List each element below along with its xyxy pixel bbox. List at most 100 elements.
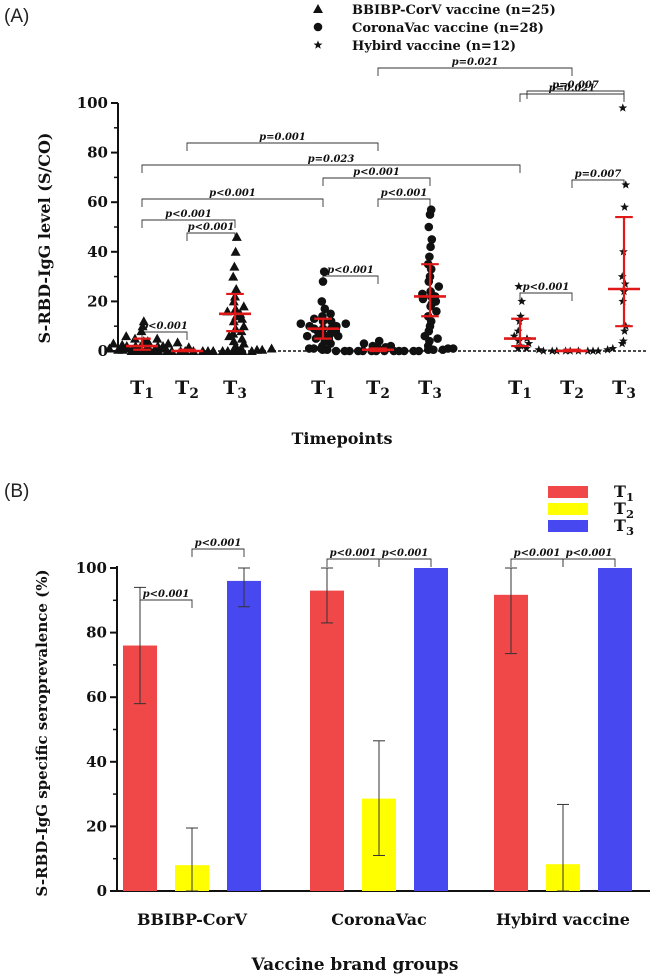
panel-a-x-tick-label: T2 bbox=[175, 377, 199, 402]
star-marker bbox=[621, 180, 631, 189]
triangle-marker bbox=[228, 271, 239, 281]
circle-marker bbox=[426, 205, 436, 214]
panel-b-category-label: Hybird vaccine bbox=[496, 910, 630, 929]
panel-a-x-tick-label: T3 bbox=[612, 377, 636, 402]
circle-marker bbox=[426, 242, 435, 252]
panel-a-bracket-label: p<0.001 bbox=[141, 321, 188, 332]
panel-b-legend-swatch bbox=[548, 486, 588, 498]
panel-b-bracket bbox=[562, 558, 616, 567]
star-marker bbox=[618, 103, 628, 112]
circle-marker bbox=[302, 331, 312, 341]
panel-b-bars bbox=[123, 567, 632, 892]
star-marker bbox=[313, 40, 323, 49]
panel-a-x-tick-label: T3 bbox=[223, 377, 247, 402]
panel-b-bracket bbox=[191, 548, 245, 557]
panel-a-bracket bbox=[186, 232, 236, 241]
panel-a-bracket-label: p<0.001 bbox=[353, 167, 400, 178]
panel-b-y-tick-label: 60 bbox=[86, 688, 107, 706]
circle-marker bbox=[386, 341, 396, 351]
panel-b-category-label: CoronaVac bbox=[331, 910, 427, 929]
panel-a-y-tick-label: 80 bbox=[87, 144, 108, 162]
triangle-marker bbox=[137, 321, 148, 331]
triangle-marker bbox=[228, 296, 239, 306]
panel-b-y-tick-label: 100 bbox=[76, 559, 107, 577]
panel-a-x-tick-label: T1 bbox=[508, 377, 532, 402]
triangle-marker bbox=[138, 316, 149, 326]
panel-a-axes: 0 20 40 60 80 100 T1 T2 T3 T1 T2 T3 T1 T2 T3 bbox=[77, 94, 648, 402]
triangle-marker bbox=[237, 333, 247, 343]
panel-b-category-label: BBIBP-CorV bbox=[137, 910, 248, 929]
panel-a-bracket bbox=[141, 198, 324, 207]
triangle-marker bbox=[237, 313, 247, 323]
circle-marker bbox=[320, 304, 330, 314]
panel-a-bracket-label: p<0.001 bbox=[523, 282, 570, 293]
circle-marker bbox=[313, 22, 323, 32]
panel-b-bar-t1 bbox=[310, 590, 344, 891]
triangle-marker bbox=[117, 339, 128, 349]
panel-a-legend-entry: BBIBP-CorV vaccine (n=25) bbox=[352, 3, 556, 18]
panel-a-bracket bbox=[571, 179, 625, 188]
triangle-marker bbox=[231, 231, 242, 241]
panel-a-bracket bbox=[322, 275, 379, 284]
panel-a-x-tick-label: T1 bbox=[130, 377, 154, 402]
circle-marker bbox=[318, 277, 328, 286]
triangle-marker bbox=[228, 316, 239, 326]
triangle-marker bbox=[113, 344, 124, 354]
star-marker bbox=[617, 272, 627, 281]
triangle-marker bbox=[228, 336, 239, 346]
circle-marker bbox=[433, 334, 442, 343]
panel-a-y-tick-label: 100 bbox=[77, 94, 108, 112]
panel-b-bracket-label: p<0.001 bbox=[143, 589, 190, 600]
panel-a-bracket-label: p<0.001 bbox=[188, 222, 235, 233]
panel-a-x-axis-title: Timepoints bbox=[291, 429, 392, 448]
panel-b-y-tick-label: 20 bbox=[86, 817, 107, 835]
panel-a-bracket-label: p<0.001 bbox=[381, 188, 428, 199]
circle-marker bbox=[424, 222, 434, 232]
panel-b-bracket-label: p<0.001 bbox=[195, 538, 242, 549]
triangle-marker bbox=[238, 321, 249, 331]
triangle-marker bbox=[224, 331, 235, 341]
panel-a-x-tick-label: T1 bbox=[311, 377, 335, 402]
panel-a-bracket bbox=[141, 164, 521, 173]
triangle-marker bbox=[229, 261, 240, 271]
panel-a-bracket bbox=[526, 90, 625, 99]
panel-a-bracket-label: p<0.001 bbox=[209, 188, 256, 199]
triangle-marker bbox=[136, 326, 147, 336]
panel-a-bracket bbox=[141, 219, 236, 228]
panel-b-label: (B) bbox=[4, 481, 29, 502]
panel-a-scatter: (A) BBIBP-CorV vaccine (n=25) CoronaVac v… bbox=[4, 3, 648, 448]
triangle-marker bbox=[208, 346, 219, 355]
panel-b-bracket-label: p<0.001 bbox=[382, 548, 429, 559]
panel-b-bar-t3 bbox=[227, 580, 261, 891]
panel-a-label: (A) bbox=[4, 6, 29, 27]
triangle-marker bbox=[152, 333, 163, 343]
panel-b-legend-swatch bbox=[548, 503, 588, 515]
panel-a-bracket bbox=[519, 292, 573, 301]
panel-a-y-tick-label: 0 bbox=[98, 342, 108, 360]
panel-a-bracket-label: p=0.001 bbox=[259, 132, 306, 143]
triangle-marker bbox=[142, 336, 153, 346]
panel-a-legend-entry: CoronaVac vaccine (n=28) bbox=[352, 21, 544, 36]
star-marker bbox=[517, 296, 527, 306]
star-marker bbox=[620, 279, 630, 288]
circle-marker bbox=[425, 252, 434, 262]
panel-b-legend-label: T2 bbox=[614, 499, 634, 521]
triangle-marker bbox=[238, 301, 249, 311]
triangle-marker bbox=[162, 346, 173, 355]
panel-a-y-tick-label: 60 bbox=[87, 193, 108, 211]
panel-a-data-points bbox=[104, 103, 631, 356]
star-marker bbox=[603, 345, 612, 354]
circle-marker bbox=[319, 267, 329, 276]
triangle-marker bbox=[158, 341, 168, 351]
panel-a-bracket bbox=[322, 177, 431, 186]
triangle-marker bbox=[230, 341, 241, 351]
panel-b-bracket bbox=[378, 558, 432, 567]
circle-marker bbox=[427, 235, 437, 244]
circle-marker bbox=[374, 336, 384, 346]
triangle-marker bbox=[148, 346, 159, 355]
panel-b-y-axis-title: S-RBD-IgG specific seroprevalence (%) bbox=[33, 569, 51, 896]
panel-b-legend-label: T1 bbox=[614, 482, 634, 504]
circle-marker bbox=[434, 282, 444, 291]
